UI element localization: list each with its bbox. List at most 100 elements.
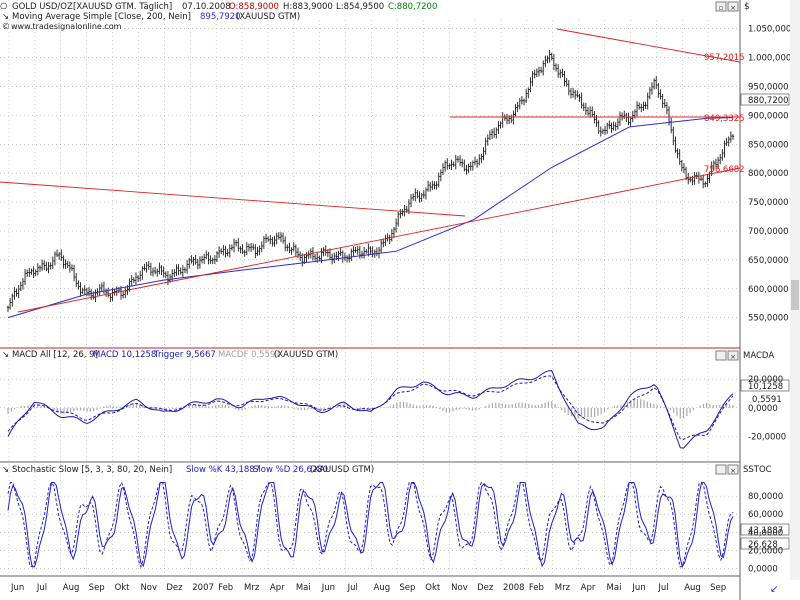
stoch-tick-label: 80,0000 (748, 492, 783, 502)
close-icon: × (730, 467, 736, 475)
ma-value-label: 895,7920 (200, 12, 241, 22)
price-tick-label: 550,0000 (748, 314, 789, 324)
price-tick-label: 850,0000 (748, 140, 789, 150)
currency-symbol: $ (744, 2, 750, 12)
macd-line (7, 370, 734, 449)
stoch-series: 43,1887 26,628 (7, 481, 790, 569)
stoch-panel (0, 463, 740, 576)
month-tick-label: Mai (296, 583, 311, 593)
price-series: 957,2015 849,3325 756,6682 880,7200 (0, 28, 790, 319)
trendline-value-label: 756,6682 (704, 165, 745, 175)
scroll-arrow-icon[interactable]: ↙ (770, 584, 778, 595)
month-tick-label: Mrz (555, 583, 571, 593)
stoch-tick-label: 60,0000 (748, 510, 783, 520)
stoch-suffix-label: (XAUUSD GTM) (310, 465, 374, 475)
month-tick-label: Sep (89, 583, 105, 593)
ma-line-label: Moving Average Simple [Close, 200, Nein] (12, 12, 191, 22)
month-tick-label: 2007 (192, 583, 214, 593)
macd-header: ↘ MACD All [12, 26, 9] MACD 10,1258 Trig… (2, 350, 338, 360)
macd-last-box (740, 379, 790, 392)
trigger-value-label: Trigger 9,5667 (153, 350, 216, 360)
price-tick-label: 650,0000 (748, 256, 789, 266)
month-tick-label: Aug (63, 583, 80, 593)
trendline-value-label: 957,2015 (704, 53, 745, 63)
trendline (556, 28, 741, 63)
stoch-tick-label: 0,0000 (748, 565, 778, 575)
macd-suffix-label: (XAUUSD GTM) (274, 350, 338, 360)
close-icon: × (730, 4, 736, 12)
watermark-label: www.tradesignalonline.com (11, 22, 122, 31)
stoch-k-label: Slow %K 43,1887 (186, 465, 260, 475)
month-tick-label: Jun (321, 583, 335, 593)
macd-panel (0, 349, 740, 462)
month-tick-label: Nov (140, 583, 157, 593)
month-tick-label: Sep (710, 583, 726, 593)
axis-labels: 1.050,0000 1.000,0000 950,0000 900,0000 850,… (10, 25, 797, 593)
grid (0, 20, 740, 576)
month-tick-label: Mrz (244, 583, 260, 593)
macd-panel-close-button[interactable] (727, 350, 739, 361)
price-tick-label: 750,0000 (748, 198, 789, 208)
macd-icon: ↘ (2, 350, 9, 360)
month-tick-label: Jul (36, 583, 47, 593)
stoch-panel-close-button[interactable] (727, 464, 739, 475)
panel-restore-button[interactable] (715, 1, 727, 12)
month-tick-label: Jun (631, 583, 645, 593)
trendline-value-label: 849,3325 (704, 114, 745, 124)
macd-axis-tag: MACDA (743, 351, 774, 361)
price-tick-label: 700,0000 (748, 227, 789, 237)
high-label: H:883,9000 (283, 2, 333, 12)
stoch-panel-restore-button[interactable] (715, 464, 727, 475)
macd-last-label: 10,1258 (748, 382, 783, 392)
copyright-icon: © (2, 22, 10, 31)
stoch-d-last-label: 26,628 (748, 540, 778, 550)
month-tick-label: 2008 (503, 583, 525, 593)
month-tick-label: Okt (425, 583, 441, 593)
vertical-scrollbar[interactable] (790, 0, 800, 580)
stoch-axis-tag: SSTOC (743, 465, 772, 475)
price-tick-label: 950,0000 (748, 82, 789, 92)
macd-series: 10,1258 0,5591 (7, 370, 790, 449)
restore-icon: ▫ (719, 4, 724, 12)
month-tick-label: Jul (347, 583, 358, 593)
month-tick-label: Feb (218, 583, 233, 593)
macd-panel-restore-button[interactable] (715, 350, 727, 361)
last-price-box (740, 93, 790, 106)
macdf-value-label: MACDF 0,5591 (218, 350, 281, 360)
macd-tick-label: 0,0000 (748, 404, 778, 414)
stoch-d-last-box (740, 537, 790, 550)
month-tick-label: Dez (166, 583, 183, 593)
price-tick-label: 800,0000 (748, 169, 789, 179)
stoch-k-line (7, 482, 734, 568)
symbol-title: GOLD USD/OZ (12, 2, 73, 12)
macd-tick-label: 20,0000 (748, 375, 783, 385)
price-header: ⎔ GOLD USD/OZ [XAUUSD GTM. Täglich] 07.1… (0, 2, 437, 31)
macd-name-label: MACD All [12, 26, 9] (12, 350, 98, 360)
panel-close-button[interactable] (727, 1, 739, 12)
stoch-tick-label: 20,0000 (748, 546, 783, 556)
low-label: L:854,9500 (336, 2, 384, 12)
price-panel (0, 0, 740, 348)
macd-value-label: MACD 10,1258 (93, 350, 156, 360)
month-tick-label: Feb (529, 583, 544, 593)
price-tick-label: 900,0000 (748, 111, 789, 121)
month-tick-label: Aug (374, 583, 391, 593)
header-icon: ⎔ (0, 2, 8, 12)
instrument-label: [XAUUSD GTM. Täglich] (73, 2, 172, 12)
ma-suffix-label: (XAUUSD GTM) (236, 12, 300, 22)
ma-icon: ↘ (2, 12, 9, 22)
close-label: C:880,7200 (388, 2, 437, 12)
price-tick-label: 1.000,0000 (748, 54, 797, 64)
close-icon: × (730, 353, 736, 361)
price-tick-label: 600,0000 (748, 285, 789, 295)
scrollbar-thumb[interactable] (791, 280, 799, 310)
last-price-label: 880,7200 (748, 96, 789, 106)
month-tick-label: Mai (607, 583, 622, 593)
stoch-name-label: Stochastic Slow [5, 3, 3, 80, 20, Nein] (12, 465, 172, 475)
stoch-d-label: Slow %D 26,6280 (253, 465, 328, 475)
month-tick-label: Dez (477, 583, 494, 593)
moving-average-line (7, 117, 734, 319)
macd-panel-controls: × (715, 350, 739, 361)
